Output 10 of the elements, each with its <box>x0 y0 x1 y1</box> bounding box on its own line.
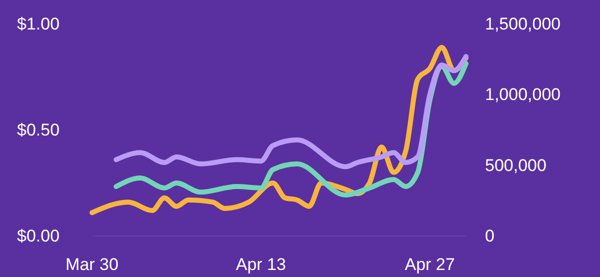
y-tick-label: $0.50 <box>17 120 60 140</box>
y2-tick-label: 1,000,000 <box>485 85 561 104</box>
y2-tick-label: 500,000 <box>485 156 546 175</box>
y2-tick-label: 0 <box>485 226 494 246</box>
x-tick-label: Apr 27 <box>404 255 455 274</box>
y-tick-label: $0.00 <box>17 226 60 246</box>
x-tick-label: Apr 13 <box>236 255 286 274</box>
x-tick-label: Mar 30 <box>66 255 118 274</box>
y2-tick-label: 1,500,000 <box>485 14 561 34</box>
y-tick-label: $1.00 <box>17 14 60 34</box>
